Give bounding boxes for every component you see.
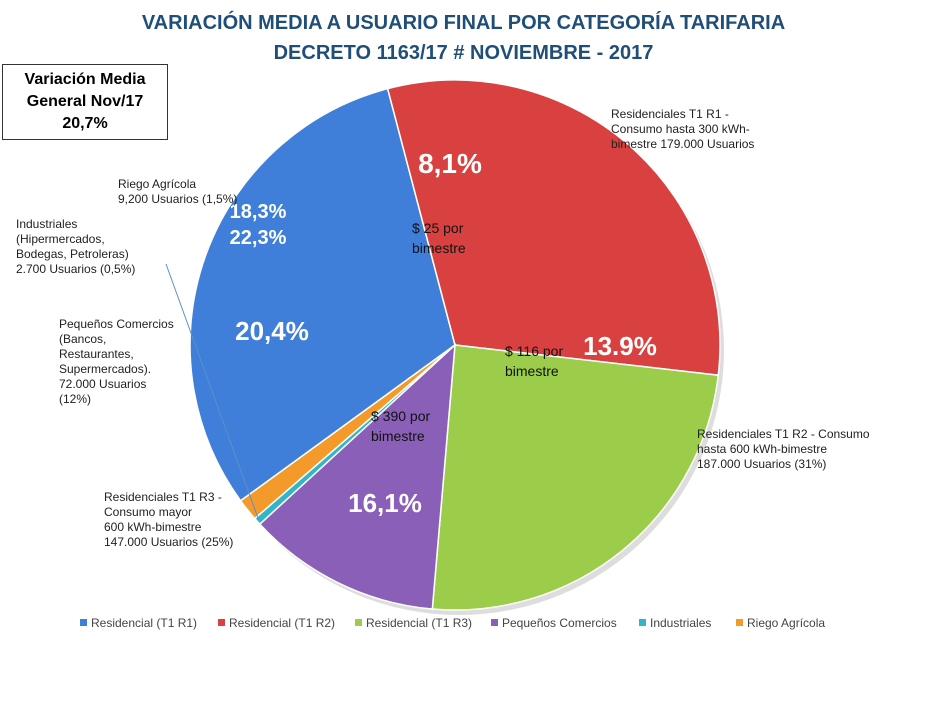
legend-label: Pequeños Comercios	[502, 616, 617, 630]
category-description: Residenciales T1 R2 - Consumo hasta 600 k…	[697, 427, 870, 471]
variation-label: 8,1%	[418, 148, 482, 179]
cost-label: $ 390 por bimestre	[371, 408, 430, 444]
legend-swatch	[736, 619, 743, 626]
pie-slice	[258, 343, 456, 610]
pie-slice	[431, 344, 720, 611]
legend-swatch	[491, 619, 498, 626]
variation-label: 20,4%	[235, 316, 309, 346]
general-variation-box: Variación Media General Nov/17 20,7%	[2, 64, 168, 140]
variation-label: 22,3%	[230, 227, 287, 249]
legend-swatch	[639, 619, 646, 626]
category-description: Riego Agrícola 9,200 Usuarios (1,5%)	[118, 177, 237, 206]
variation-label: 13.9%	[583, 331, 657, 361]
legend-label: Residencial (T1 R2)	[229, 616, 335, 630]
category-description: Industriales (Hipermercados, Bodegas, Petr…	[16, 217, 135, 276]
legend-label: Residencial (T1 R1)	[91, 616, 197, 630]
cost-label: $ 116 por bimestre	[505, 343, 563, 379]
legend-swatch	[80, 619, 87, 626]
legend-label: Residencial (T1 R3)	[366, 616, 472, 630]
general-variation-value: 20,7%	[62, 115, 108, 132]
legend-swatch	[218, 619, 225, 626]
leader-line	[165, 263, 260, 521]
pie-slice	[239, 344, 456, 520]
cost-label: $ 25 por bimestre	[412, 220, 466, 256]
legend-label: Riego Agrícola	[747, 616, 825, 630]
pie-slice	[189, 87, 456, 502]
variation-label: 16,1%	[348, 488, 422, 518]
category-description: Residenciales T1 R1 -Consumo hasta 300 k…	[611, 107, 754, 151]
category-description: Residenciales T1 R3 -Consumo mayor 600 kW…	[104, 490, 233, 549]
chart-title: VARIACIÓN MEDIA A USUARIO FINAL POR CATE…	[141, 12, 786, 34]
legend-swatch	[355, 619, 362, 626]
category-description: Pequeños Comercios (Bancos, Restaurantes, S…	[59, 317, 174, 406]
chart-subtitle: DECRETO 1163/17 # NOVIEMBRE - 2017	[273, 42, 654, 64]
variation-label: 18,3%	[230, 201, 287, 223]
general-variation-label-1: Variación Media	[24, 71, 146, 88]
general-variation-label-2: General Nov/17	[26, 93, 144, 110]
legend-label: Industriales	[650, 616, 711, 630]
pie-slice	[386, 79, 721, 377]
